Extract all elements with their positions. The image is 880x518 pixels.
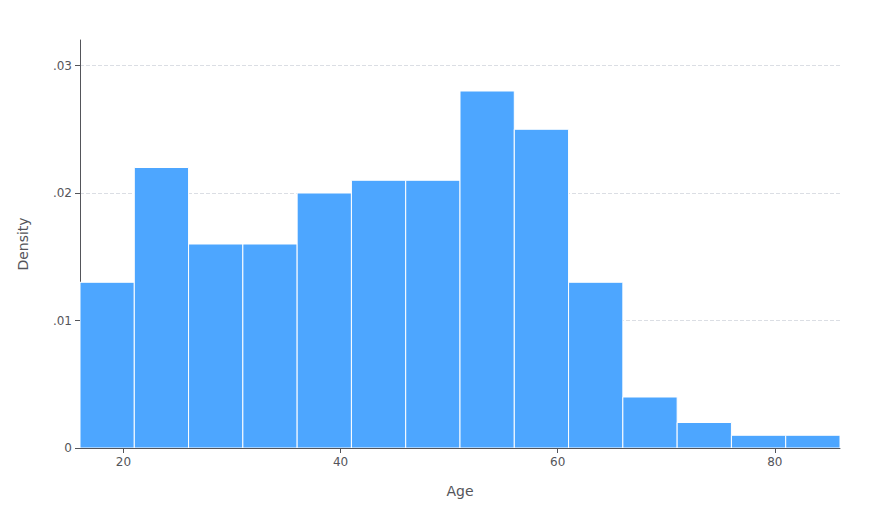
svg-text:40: 40 <box>333 455 348 469</box>
svg-text:Age: Age <box>446 483 473 499</box>
svg-text:Density: Density <box>15 217 31 270</box>
svg-text:0: 0 <box>64 441 72 455</box>
svg-text:60: 60 <box>550 455 565 469</box>
svg-text:.02: .02 <box>53 186 72 200</box>
svg-text:.03: .03 <box>53 59 72 73</box>
svg-text:80: 80 <box>767 455 782 469</box>
svg-text:.01: .01 <box>53 314 72 328</box>
svg-text:20: 20 <box>116 455 131 469</box>
